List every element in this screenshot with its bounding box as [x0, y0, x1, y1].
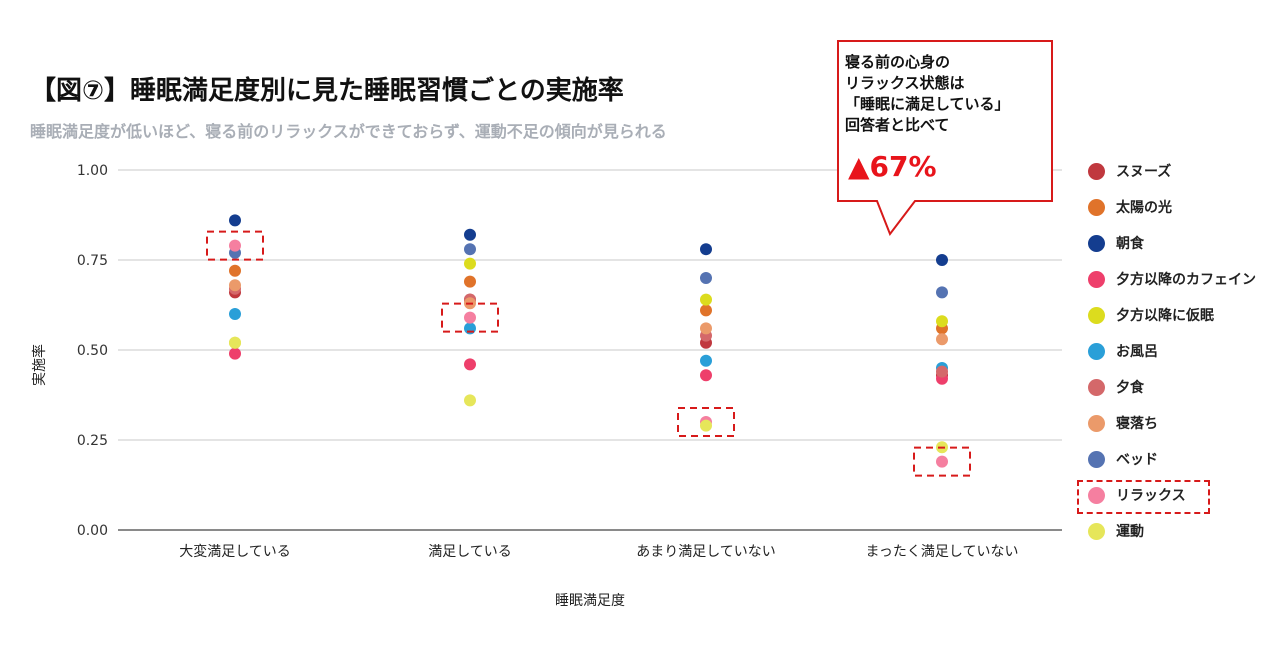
legend-label: スヌーズ	[1116, 164, 1172, 180]
data-point	[464, 394, 476, 407]
y-axis-label: 実施率	[31, 344, 48, 386]
highlight-box	[206, 230, 264, 261]
legend-item: 太陽の光	[1088, 194, 1273, 220]
data-point	[936, 254, 948, 266]
callout-line: 回答者と比べて	[845, 116, 950, 134]
data-point	[936, 455, 948, 468]
legend-highlight-box	[1077, 480, 1210, 514]
data-point	[700, 322, 712, 335]
legend-item: リラックス	[1088, 482, 1273, 508]
legend-swatch	[1088, 486, 1105, 504]
legend-item: 夕方以降のカフェイン	[1088, 266, 1273, 292]
data-point	[936, 365, 948, 378]
callout-line: 寝る前の心身の	[845, 53, 951, 71]
legend-label: 夕食	[1116, 380, 1144, 396]
legend-swatch	[1088, 198, 1105, 216]
highlight-box	[441, 302, 499, 333]
legend-swatch	[1088, 414, 1105, 432]
data-point	[464, 228, 476, 241]
data-point	[464, 275, 476, 288]
legend-item: スヌーズ	[1088, 158, 1273, 184]
data-point	[464, 257, 476, 270]
data-point	[464, 358, 476, 371]
legend-label: 朝食	[1116, 236, 1144, 252]
y-tick-label: 0.25	[77, 433, 108, 449]
chart-subtitle: 睡眠満足度が低いほど、寝る前のリラックスができておらず、運動不足の傾向が見られる	[30, 122, 667, 141]
callout-text: 寝る前の心身の リラックス状態は 「睡眠に満足している」 回答者と比べて	[845, 52, 1010, 136]
data-point	[700, 369, 712, 382]
callout-box	[837, 40, 1053, 237]
x-tick-label: 大変満足している	[179, 543, 291, 560]
data-point	[229, 239, 241, 252]
highlight-box	[913, 446, 971, 477]
legend-swatch	[1088, 522, 1105, 540]
legend-item: お風呂	[1088, 338, 1273, 364]
legend-swatch	[1088, 270, 1105, 288]
legend-item: 寝落ち	[1088, 410, 1273, 436]
legend-label: お風呂	[1116, 344, 1158, 360]
y-tick-label: 0.75	[77, 253, 108, 269]
chart-title: 【図⑦】睡眠満足度別に見た睡眠習慣ごとの実施率	[30, 76, 624, 106]
data-point	[700, 272, 712, 284]
data-point	[936, 315, 948, 328]
x-axis-label: 睡眠満足度	[555, 593, 625, 609]
legend-label: 夕方以降に仮眠	[1116, 308, 1214, 324]
highlight-box	[677, 407, 735, 437]
legend-label: リラックス	[1116, 488, 1186, 504]
data-point	[229, 214, 241, 227]
legend-item: 運動	[1088, 518, 1273, 544]
data-point	[229, 336, 241, 349]
y-tick-label: 1.00	[77, 163, 108, 179]
legend-swatch	[1088, 162, 1105, 180]
legend-label: 太陽の光	[1116, 200, 1172, 216]
data-point	[229, 347, 241, 360]
x-tick-label: あまり満足していない	[636, 544, 776, 560]
legend-label: 寝落ち	[1116, 416, 1158, 432]
callout-bubble-shape	[837, 40, 1053, 237]
legend-swatch	[1088, 306, 1105, 324]
legend-swatch	[1088, 378, 1105, 396]
legend-item: ベッド	[1088, 446, 1273, 472]
data-point	[229, 279, 241, 292]
y-tick-label: 0.00	[77, 523, 108, 539]
data-point	[700, 293, 712, 306]
legend-swatch	[1088, 342, 1105, 360]
legend-label: 夕方以降のカフェイン	[1116, 272, 1256, 288]
legend-item: 夕方以降に仮眠	[1088, 302, 1273, 328]
data-point	[936, 333, 948, 346]
data-point	[700, 243, 712, 256]
data-point	[229, 308, 241, 320]
legend-label: ベッド	[1116, 452, 1158, 468]
data-point	[700, 304, 712, 317]
data-point	[464, 311, 476, 324]
legend-swatch	[1088, 234, 1105, 252]
data-point	[700, 354, 712, 367]
callout-line: 「睡眠に満足している」	[845, 95, 1010, 113]
data-point	[229, 264, 241, 277]
callout-highlight-value: ▲67%	[848, 150, 937, 183]
legend-item: 夕食	[1088, 374, 1273, 400]
data-point	[464, 243, 476, 256]
data-point	[936, 286, 948, 299]
x-tick-label: 満足している	[428, 544, 512, 560]
legend-label: 運動	[1116, 524, 1144, 540]
x-tick-label: まったく満足していない	[865, 544, 1018, 560]
legend-swatch	[1088, 450, 1105, 468]
legend-item: 朝食	[1088, 230, 1273, 256]
callout-line: リラックス状態は	[845, 74, 965, 92]
data-point	[700, 419, 712, 432]
y-tick-label: 0.50	[77, 343, 108, 359]
